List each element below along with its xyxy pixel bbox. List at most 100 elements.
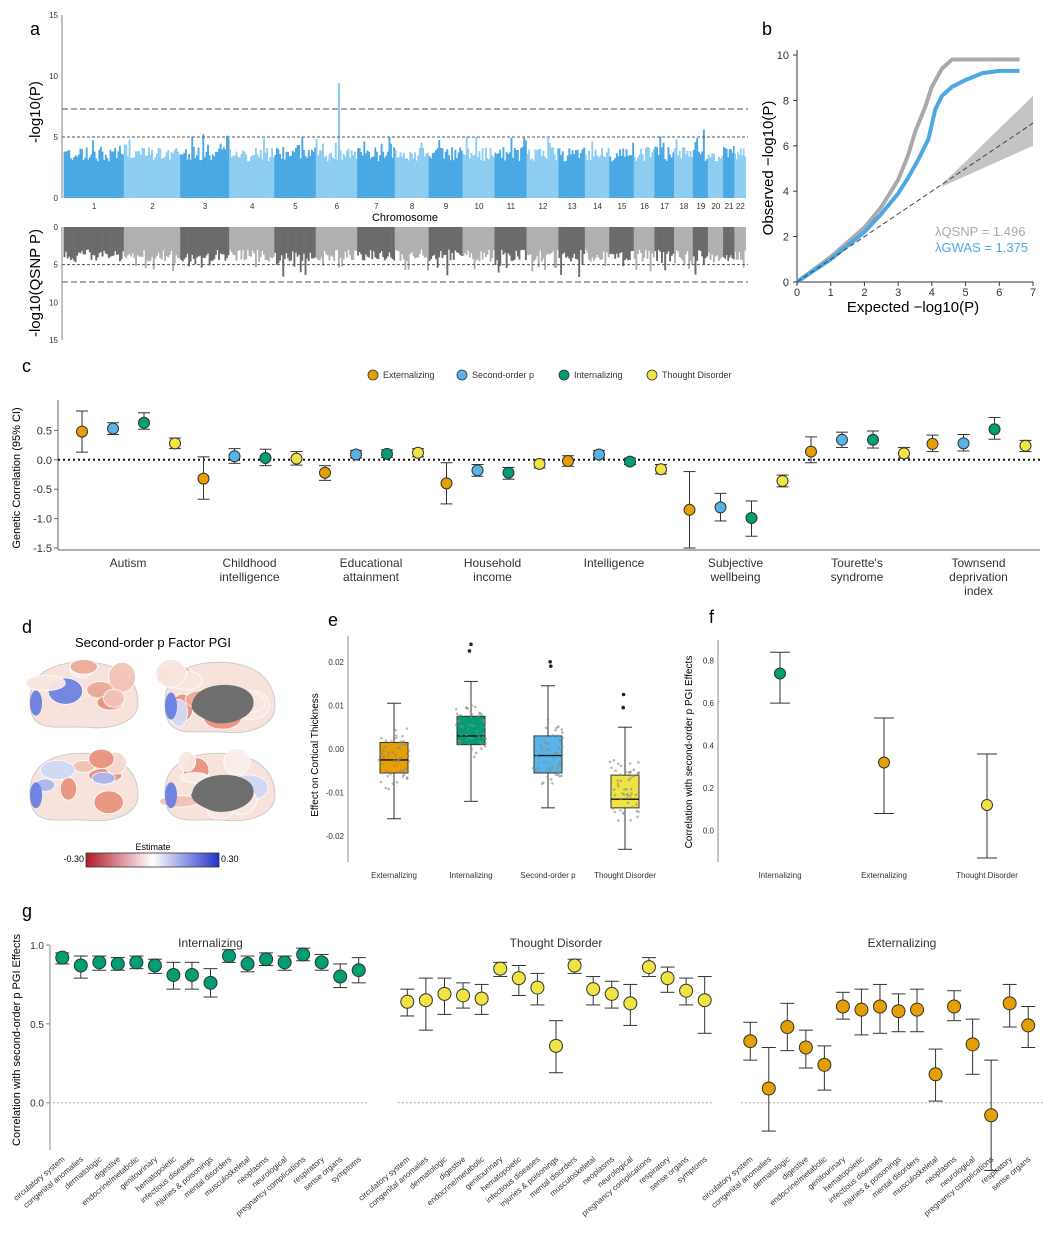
panel-g-point [400, 994, 415, 1009]
panel-e-box [610, 774, 640, 809]
brain-region-pole [30, 690, 42, 716]
brain-region [223, 747, 251, 776]
panel-c-point [533, 457, 546, 470]
panel-f-point [774, 667, 786, 680]
panel-e-jitter-point [390, 740, 393, 743]
brain-region [69, 659, 98, 675]
panel-e-jitter-point [393, 759, 396, 762]
panel-g-ylabel: Correlation with second-order p PGI Effe… [11, 934, 23, 1146]
panel-e-jitter-point [558, 739, 562, 742]
panel-b-qq: Expected −log10(P) Observed −log10(P) λQ… [760, 50, 1036, 316]
panel-c-ytick-label: -1.5 [33, 543, 52, 555]
panel-c-point [228, 450, 241, 463]
panel-c-point [138, 416, 150, 429]
panel-e-jitter-point [470, 748, 473, 751]
panel-e-jitter-point [546, 721, 550, 724]
panel-label-d: d [22, 617, 32, 637]
panel-a-chrom-label: 11 [507, 202, 516, 211]
panel-g-point [604, 986, 619, 1001]
panel-g-point [530, 980, 545, 995]
brain-region [59, 777, 78, 801]
panel-e-jitter-point [630, 792, 633, 795]
panel-e-jitter-point [456, 719, 460, 723]
panel-c-legend-swatch [367, 369, 379, 381]
panel-c-ylabel: Genetic Correlation (95% CI) [11, 407, 23, 548]
panel-c-ytick-label: -1.0 [33, 514, 52, 526]
panel-b-ci-band [941, 95, 1033, 187]
brain-region [25, 674, 66, 692]
panel-e-jitter-point [629, 770, 633, 774]
panel-e-jitter-point [613, 793, 617, 797]
panel-e-jitter-point [553, 752, 557, 756]
panel-g-point [965, 1037, 980, 1052]
panel-g-facet-title: Externalizing [868, 936, 937, 950]
brain-region-pole [165, 692, 177, 720]
panel-e-jitter-point [558, 774, 561, 778]
panel-g-point [277, 955, 292, 970]
panel-e-jitter-point [619, 797, 623, 801]
panel-label-c: c [22, 356, 31, 376]
brain-region-pole [30, 782, 42, 809]
panel-e-ytick-label: 0.02 [328, 658, 344, 667]
panel-e-jitter-point [542, 760, 546, 764]
panel-e-jitter-point [482, 725, 486, 729]
panel-b-xtick-label: 7 [1030, 287, 1036, 299]
panel-g-point [129, 955, 144, 970]
panel-e-jitter-point [458, 743, 461, 746]
panel-e-jitter-point [534, 767, 537, 771]
panel-e-jitter-point [481, 718, 484, 722]
panel-c-category-label: index [964, 584, 993, 598]
panel-e-jitter-point [459, 733, 463, 737]
panel-e-jitter-point [384, 786, 387, 790]
panel-e-jitter-point [454, 708, 458, 711]
panel-e-boxplot: Effect on Cortical Thickness -0.02 -0.01 0… [310, 636, 656, 880]
panel-g-point [1002, 996, 1017, 1011]
panel-g-point [549, 1038, 563, 1053]
panel-c-point [502, 466, 515, 479]
panel-g-point [240, 956, 255, 971]
panel-c-point [714, 501, 727, 514]
panel-g-point [984, 1108, 999, 1123]
panel-e-jitter-point [468, 736, 472, 740]
panel-e-jitter-point [397, 770, 401, 774]
panel-g-point [437, 986, 452, 1001]
panel-a-chrom-label: 19 [696, 202, 705, 211]
panel-e-jitter-point [613, 810, 617, 814]
panel-c-category-label: wellbeing [709, 570, 760, 584]
panel-g-point [1021, 1018, 1036, 1033]
panel-e-jitter-point [457, 739, 460, 743]
panel-f-point [878, 756, 890, 769]
panel-e-jitter-point [536, 766, 540, 770]
panel-g-point [351, 963, 366, 978]
panel-c-point [76, 425, 88, 438]
panel-g-point [641, 960, 656, 975]
panel-e-jitter-point [474, 751, 478, 755]
panel-g-ytick-label: 0.0 [30, 1099, 44, 1110]
panel-g-point [854, 1002, 869, 1017]
panel-a-chrom-label: 9 [444, 202, 449, 211]
panel-c-point [319, 466, 331, 479]
panel-g-point [92, 955, 107, 970]
panel-a-top-ytick: 0 [54, 194, 59, 203]
panel-e-jitter-point [629, 787, 633, 791]
panel-c-point [107, 422, 119, 435]
panel-a-chrom-label: 16 [640, 202, 649, 211]
panel-e-jitter-point [395, 780, 399, 784]
panel-e-jitter-point [637, 791, 641, 794]
panel-e-outlier [621, 692, 626, 697]
panel-c-point [440, 477, 453, 490]
panel-e-jitter-point [384, 745, 387, 749]
panel-e-jitter-point [389, 772, 392, 776]
panel-e-jitter-point [625, 788, 628, 791]
panel-b-gwas-line [795, 68, 1020, 284]
panel-e-jitter-point [545, 760, 549, 764]
panel-a-chrom-label: 6 [335, 202, 340, 211]
panel-e-jitter-point [379, 780, 383, 784]
panel-e-jitter-point [386, 774, 389, 778]
panel-e-jitter-point [483, 744, 487, 748]
brain-region [88, 748, 115, 769]
panel-g-point [623, 996, 638, 1011]
panel-e-jitter-point [634, 803, 638, 806]
panel-e-jitter-point [401, 743, 405, 747]
